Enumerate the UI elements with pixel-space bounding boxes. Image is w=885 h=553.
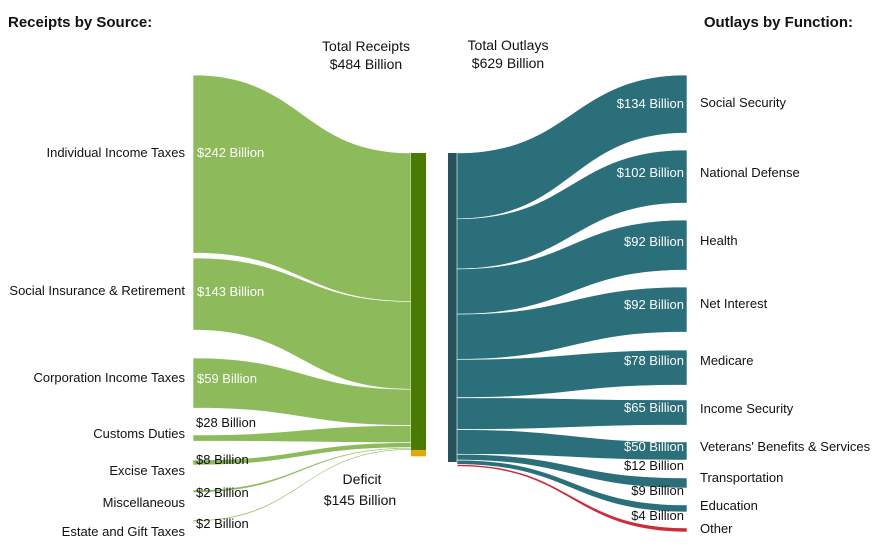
- receipts-title: Receipts by Source:: [8, 14, 152, 31]
- outlay-flow: [456, 453, 688, 489]
- total-outlays-bar: [448, 153, 457, 462]
- total-receipts-label: Total Receipts: [322, 38, 410, 54]
- outlay-function-label: Medicare: [700, 353, 753, 368]
- receipt-source-label: Miscellaneous: [103, 495, 186, 510]
- outlay-value-label: $92 Billion: [624, 234, 684, 249]
- outlay-value-label: $65 Billion: [624, 400, 684, 415]
- outlay-flow: [456, 349, 688, 398]
- receipt-value-label: $143 Billion: [197, 284, 264, 299]
- total-outlays-value: $629 Billion: [472, 55, 544, 71]
- receipt-source-label: Social Insurance & Retirement: [9, 283, 185, 298]
- deficit-bar: [411, 450, 426, 457]
- outlay-value-label: $9 Billion: [631, 483, 684, 498]
- receipt-value-label: $2 Billion: [196, 485, 249, 500]
- outlay-value-label: $78 Billion: [624, 353, 684, 368]
- outlay-flow: [456, 286, 688, 360]
- total-receipts-value: $484 Billion: [330, 56, 402, 72]
- outlay-function-label: Other: [700, 521, 733, 536]
- receipt-value-label: $8 Billion: [196, 452, 249, 467]
- outlay-function-label: Education: [700, 498, 758, 513]
- receipt-value-label: $59 Billion: [197, 371, 257, 386]
- receipt-value-label: $28 Billion: [196, 415, 256, 430]
- outlay-value-label: $50 Billion: [624, 439, 684, 454]
- outlay-function-label: Income Security: [700, 401, 794, 416]
- receipt-value-label: $242 Billion: [197, 145, 264, 160]
- outlay-value-label: $4 Billion: [631, 508, 684, 523]
- outlay-value-label: $102 Billion: [617, 165, 684, 180]
- outlay-function-label: Health: [700, 233, 738, 248]
- outlay-flow: [456, 397, 688, 430]
- total-receipts-bar: [411, 153, 426, 450]
- outlay-flow: [456, 464, 688, 533]
- outlay-function-label: National Defense: [700, 165, 800, 180]
- receipt-source-label: Customs Duties: [93, 426, 185, 441]
- receipt-source-label: Estate and Gift Taxes: [62, 524, 186, 539]
- outlay-value-label: $12 Billion: [624, 458, 684, 473]
- receipt-source-label: Excise Taxes: [109, 463, 185, 478]
- outlay-function-label: Social Security: [700, 95, 786, 110]
- outlay-flow: [456, 429, 688, 461]
- outlays-title: Outlays by Function:: [704, 14, 853, 31]
- outlay-value-label: $92 Billion: [624, 297, 684, 312]
- outlay-flow: [456, 219, 688, 315]
- outlay-function-label: Veterans' Benefits & Services: [700, 439, 871, 454]
- outlay-function-label: Net Interest: [700, 296, 768, 311]
- receipt-source-label: Individual Income Taxes: [46, 145, 185, 160]
- receipt-value-label: $2 Billion: [196, 516, 249, 531]
- outlay-flow: [456, 459, 688, 513]
- outlay-value-label: $134 Billion: [617, 96, 684, 111]
- outlay-flow: [456, 149, 688, 270]
- receipt-source-label: Corporation Income Taxes: [33, 370, 185, 385]
- outlay-flow: [456, 74, 688, 220]
- deficit-label: Deficit: [343, 471, 382, 487]
- total-outlays-label: Total Outlays: [468, 37, 549, 53]
- outlay-function-label: Transportation: [700, 470, 783, 485]
- deficit-value: $145 Billion: [324, 492, 396, 508]
